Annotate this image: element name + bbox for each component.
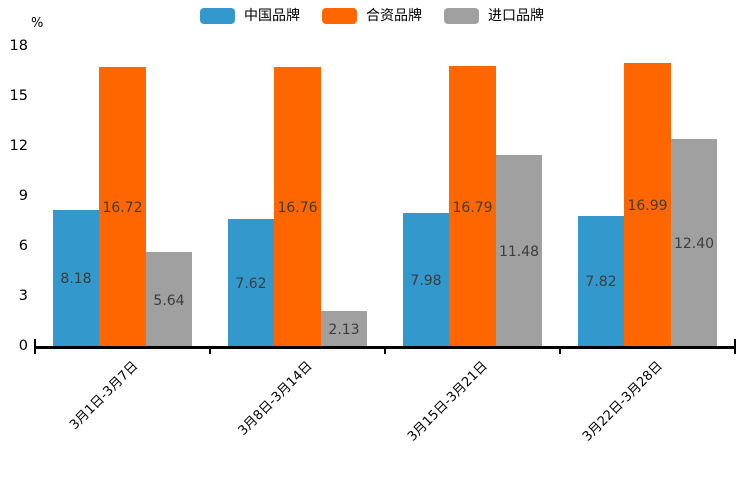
legend-swatch-icon <box>444 8 479 24</box>
bar-series2-group0[interactable] <box>145 252 193 346</box>
y-tick-label: 15 <box>9 87 28 104</box>
legend-item-series-1[interactable]: 合资品牌 <box>322 8 422 24</box>
bar-series0-group2[interactable] <box>402 213 450 346</box>
x-axis-category-label: 3月15日-3月21日 <box>405 358 491 445</box>
bar-value-label: 7.98 <box>410 273 442 289</box>
bar-series0-group3[interactable] <box>577 215 625 346</box>
bar-series1-group1[interactable] <box>274 66 321 346</box>
legend-item-label: 合资品牌 <box>366 8 422 24</box>
x-axis-tick <box>34 348 36 354</box>
x-axis-tick <box>559 348 561 354</box>
y-tick-label: 9 <box>18 187 28 204</box>
x-axis-category-label: 3月8日-3月14日 <box>235 358 316 439</box>
x-axis-endcap-tick <box>733 339 737 347</box>
y-tick-label: 6 <box>18 237 28 254</box>
bar-series0-group1[interactable] <box>227 219 275 346</box>
legend-item-series-2[interactable]: 进口品牌 <box>444 8 544 24</box>
legend-item-label: 进口品牌 <box>488 8 544 24</box>
bar-series1-group2[interactable] <box>449 66 496 346</box>
bar-value-label: 11.48 <box>498 243 540 260</box>
legend-swatch-icon <box>322 8 357 24</box>
bar-value-label: 8.18 <box>60 271 92 288</box>
y-tick-label: 12 <box>9 137 28 154</box>
x-axis-tick <box>384 348 386 354</box>
bar-series1-group0[interactable] <box>99 67 146 346</box>
legend-item-series-0[interactable]: 中国品牌 <box>200 8 300 24</box>
bar-value-label: 16.76 <box>277 199 318 216</box>
x-axis-tick <box>209 348 211 354</box>
x-axis-tick <box>734 348 736 354</box>
bar-value-label: 16.99 <box>627 197 668 214</box>
bar-series1-group3[interactable] <box>624 62 671 346</box>
bar-series2-group1[interactable] <box>320 310 368 346</box>
bar-value-label: 2.13 <box>328 321 360 338</box>
legend-swatch-icon <box>200 8 235 24</box>
bar-series0-group0[interactable] <box>52 209 100 346</box>
bar-value-label: 7.82 <box>585 274 617 291</box>
y-tick-label: 0 <box>18 337 28 354</box>
bar-value-label: 7.62 <box>235 276 267 292</box>
y-tick-label: 3 <box>18 287 28 304</box>
y-axis-unit-label: % <box>31 16 44 31</box>
bar-value-label: 5.64 <box>153 292 185 309</box>
x-axis-category-label: 3月22日-3月28日 <box>580 358 666 445</box>
bar-value-label: 16.79 <box>452 199 493 216</box>
bar-value-label: 12.40 <box>673 236 715 253</box>
legend-item-label: 中国品牌 <box>244 8 300 24</box>
y-tick-label: 18 <box>9 37 28 54</box>
legend: 中国品牌 合资品牌 进口品牌 <box>0 8 744 24</box>
x-axis-endcap-tick <box>33 339 37 347</box>
bar-series2-group2[interactable] <box>495 154 543 346</box>
x-axis-line <box>34 346 736 349</box>
bar-value-label: 16.72 <box>102 200 143 217</box>
bar-series2-group3[interactable] <box>670 139 718 346</box>
x-axis-category-label: 3月1日-3月7日 <box>66 358 141 433</box>
